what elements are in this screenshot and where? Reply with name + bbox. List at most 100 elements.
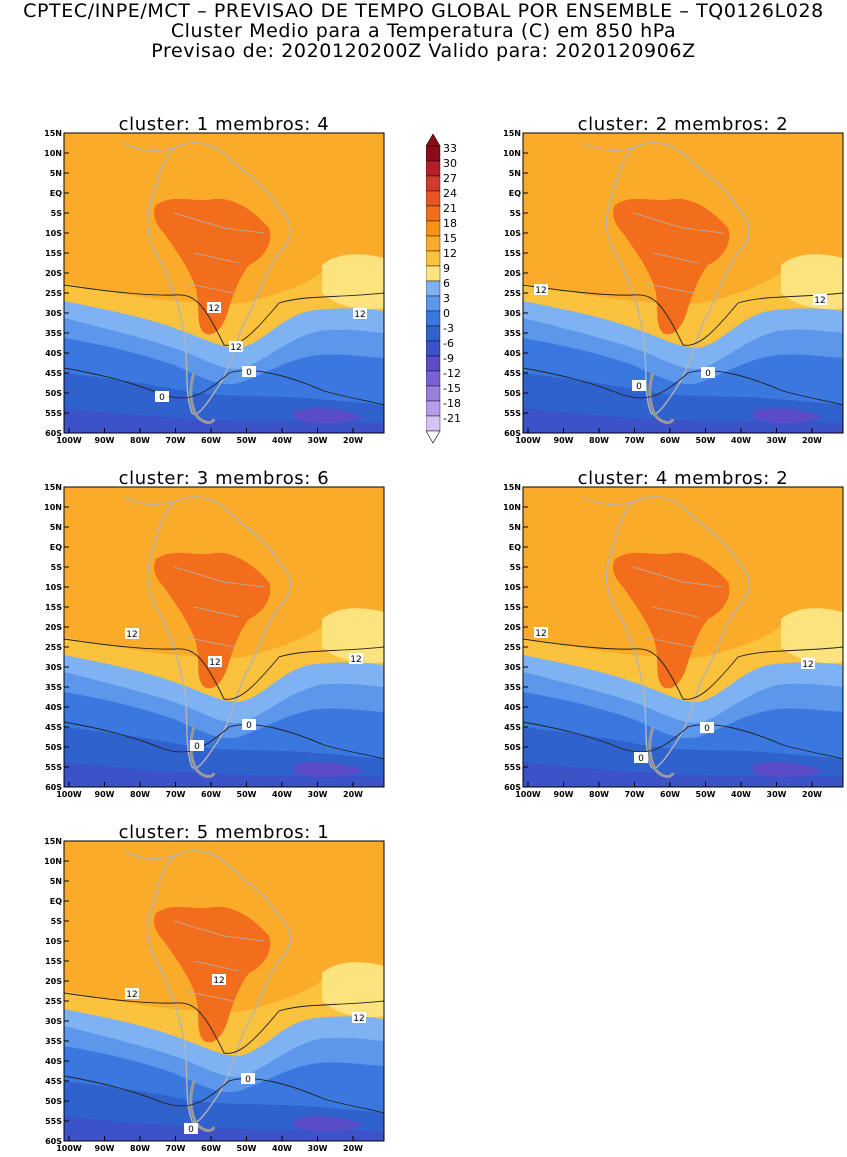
colorbar-swatch — [425, 235, 441, 252]
lat-label: 5N — [50, 523, 62, 532]
svg-text:0: 0 — [245, 1075, 251, 1085]
lat-label: 45S — [504, 723, 521, 732]
contour-label: 0 — [634, 752, 648, 764]
contour-label: 0 — [242, 366, 256, 378]
lat-label: 15N — [44, 837, 62, 846]
colorbar-swatch — [425, 355, 441, 372]
colorbar-label: 9 — [443, 262, 450, 275]
colorbar-swatch — [425, 295, 441, 312]
lat-label: 10N — [44, 503, 62, 512]
svg-text:0: 0 — [638, 754, 644, 764]
lat-label: 15N — [503, 129, 521, 138]
colorbar-label: -6 — [443, 337, 454, 350]
colorbar-swatch — [425, 400, 441, 417]
map-panel-5: 12 12 12 0 0 15N 10N 5N EQ 5S 10S 15S 20S 25S 30S 35S 40… — [24, 837, 386, 1157]
lat-label: 35S — [504, 329, 521, 338]
colorbar: 33 30 27 24 21 18 15 12 9 6 3 0 -3 -6 -9 -12 -15 -18 -21 — [425, 133, 472, 449]
contour-label: 12 — [534, 284, 548, 296]
colorbar-label: 0 — [443, 307, 450, 320]
lat-label: 5S — [51, 563, 63, 572]
lat-label: 5N — [50, 877, 62, 886]
lat-label: 5N — [50, 169, 62, 178]
lat-label: 10S — [45, 229, 62, 238]
contour-label: 12 — [813, 294, 827, 306]
colorbar-swatch — [425, 250, 441, 267]
colorbar-swatch — [425, 205, 441, 222]
svg-text:12: 12 — [230, 343, 241, 353]
lat-label: 10S — [45, 583, 62, 592]
lat-label: 25S — [504, 289, 521, 298]
lat-label: 50S — [45, 743, 62, 752]
lon-label: 40W — [272, 1144, 292, 1153]
lat-label: 25S — [45, 643, 62, 652]
lat-label: 60S — [45, 783, 62, 792]
lat-label: 15S — [45, 249, 62, 258]
colorbar-arrow-bottom — [425, 430, 441, 444]
lon-label: 40W — [272, 790, 292, 799]
lat-label: 15N — [44, 483, 62, 492]
lon-label: 60W — [201, 1144, 221, 1153]
colorbar-swatch — [425, 220, 441, 237]
lat-label: 60S — [504, 429, 521, 438]
lon-label: 100W — [56, 790, 82, 799]
lat-label: 20S — [504, 269, 521, 278]
lat-label: 15S — [45, 603, 62, 612]
colorbar-label: 12 — [443, 247, 457, 260]
colorbar-swatch — [425, 385, 441, 402]
svg-text:0: 0 — [246, 368, 252, 378]
colorbar-label: -18 — [443, 397, 461, 410]
contour-label: 12 — [125, 628, 139, 640]
lat-label: 35S — [45, 683, 62, 692]
lon-label: 80W — [130, 790, 150, 799]
lon-label: 20W — [802, 790, 822, 799]
lat-label: 30S — [504, 309, 521, 318]
map-svg: 12 12 12 0 0 15N 10N 5N EQ 5S 10S 15S 20S 25S 30S 35S 40… — [44, 129, 385, 445]
lat-label: 15N — [44, 129, 62, 138]
svg-text:12: 12 — [354, 310, 365, 320]
lon-label: 100W — [56, 1144, 82, 1153]
lat-label: 30S — [45, 1017, 62, 1026]
contour-label: 0 — [190, 740, 204, 752]
lon-label: 80W — [589, 790, 609, 799]
lat-label: 10N — [503, 503, 521, 512]
lon-label: 50W — [237, 436, 257, 445]
lon-label: 20W — [343, 436, 363, 445]
map-svg: 12 12 0 0 15N 10N 5N EQ 5S 10S 15S 20S 25S 30S 35S 40S 4… — [503, 483, 844, 799]
contour-label: 0 — [701, 367, 715, 379]
contour-label: 12 — [352, 1012, 366, 1024]
panel-title-2: cluster: 2 membros: 2 — [577, 114, 789, 135]
contour-label: 12 — [125, 988, 139, 1000]
lon-label: 60W — [660, 436, 680, 445]
lat-label: 55S — [504, 409, 521, 418]
lat-label: EQ — [50, 897, 62, 906]
lat-label: 10S — [504, 583, 521, 592]
colorbar-label: 33 — [443, 142, 457, 155]
svg-text:12: 12 — [535, 286, 546, 296]
lat-label: 60S — [45, 1137, 62, 1146]
lat-label: 55S — [45, 763, 62, 772]
lon-label: 20W — [802, 436, 822, 445]
lat-label: 5N — [509, 169, 521, 178]
lat-label: 30S — [45, 309, 62, 318]
lat-label: 10N — [44, 149, 62, 158]
svg-text:12: 12 — [535, 629, 546, 639]
lat-label: 5N — [509, 523, 521, 532]
colorbar-label: -12 — [443, 367, 461, 380]
svg-text:12: 12 — [802, 660, 813, 670]
contour-label: 12 — [212, 974, 226, 986]
svg-text:0: 0 — [704, 724, 710, 734]
contour-label: 0 — [155, 391, 169, 403]
contour-label: 0 — [632, 380, 646, 392]
svg-text:0: 0 — [705, 369, 711, 379]
lat-label: 60S — [504, 783, 521, 792]
contour-label: 12 — [229, 341, 243, 353]
panel-title-1: cluster: 1 membros: 4 — [118, 114, 330, 135]
lat-label: 30S — [504, 663, 521, 672]
colorbar-label: 18 — [443, 217, 457, 230]
lat-label: 40S — [504, 349, 521, 358]
lon-label: 30W — [308, 436, 328, 445]
contour-label: 12 — [207, 302, 221, 314]
map-panel-1: 12 12 12 0 0 15N 10N 5N EQ 5S 10S 15S 20S 25S 30S 35S 40… — [24, 129, 386, 449]
svg-text:12: 12 — [814, 296, 825, 306]
lat-label: 35S — [504, 683, 521, 692]
